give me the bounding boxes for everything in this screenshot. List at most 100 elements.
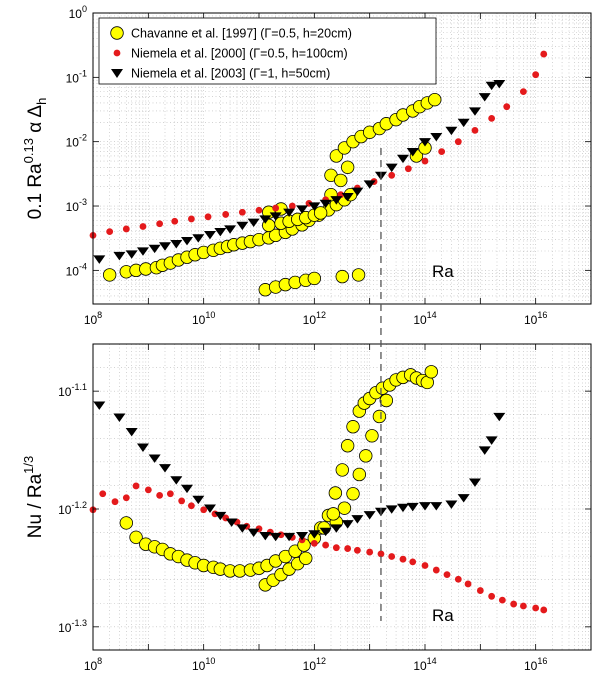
legend-entry-label: Niemela et al. [2003] (Γ=1, h=50cm) bbox=[131, 67, 330, 81]
data-point-niemela-2000 bbox=[540, 606, 548, 614]
x-tick-label: 1012 bbox=[303, 656, 326, 673]
data-point-chavanne bbox=[359, 449, 373, 463]
plot-area bbox=[93, 344, 591, 650]
data-point-niemela-2003 bbox=[225, 518, 238, 527]
data-point-niemela-2000 bbox=[178, 497, 186, 505]
data-point-niemela-2003 bbox=[247, 218, 260, 228]
data-point-niemela-2000 bbox=[366, 548, 374, 556]
data-point-niemela-2000 bbox=[488, 115, 496, 122]
y-axis-title: 0.1 Ra0.13 α Δh bbox=[21, 98, 49, 220]
data-point-niemela-2003 bbox=[113, 413, 126, 422]
data-point-niemela-2003 bbox=[148, 454, 161, 463]
data-point-niemela-2003 bbox=[493, 79, 506, 89]
y-tick-label: 100 bbox=[69, 4, 87, 21]
x-tick-label: 1010 bbox=[192, 656, 215, 673]
data-point-niemela-2000 bbox=[310, 539, 318, 547]
data-point-niemela-2003 bbox=[308, 202, 321, 211]
data-point-niemela-2003 bbox=[430, 502, 443, 511]
data-point-niemela-2000 bbox=[132, 482, 140, 490]
data-point-niemela-2003 bbox=[170, 476, 183, 485]
data-point-niemela-2003 bbox=[406, 502, 419, 512]
y-tick-label: 10-4 bbox=[66, 261, 87, 278]
data-point-niemela-2000 bbox=[519, 602, 527, 610]
data-point-niemela-2003 bbox=[296, 531, 309, 541]
data-point-niemela-2003 bbox=[308, 530, 321, 539]
data-point-chavanne bbox=[346, 420, 360, 434]
data-point-niemela-2000 bbox=[488, 592, 496, 600]
data-point-niemela-2003 bbox=[319, 527, 332, 537]
data-point-niemela-2000 bbox=[322, 541, 330, 549]
data-point-niemela-2000 bbox=[454, 575, 462, 583]
data-point-niemela-2000 bbox=[144, 486, 152, 494]
data-point-niemela-2000 bbox=[421, 562, 429, 569]
data-point-niemela-2003 bbox=[236, 221, 249, 231]
data-point-niemela-2003 bbox=[468, 107, 481, 116]
data-point-niemela-2003 bbox=[181, 484, 194, 494]
data-point-niemela-2003 bbox=[192, 495, 205, 505]
data-point-niemela-2003 bbox=[93, 401, 106, 410]
data-point-niemela-2003 bbox=[468, 478, 481, 487]
data-point-niemela-2000 bbox=[443, 571, 451, 579]
data-point-niemela-2000 bbox=[99, 490, 107, 498]
data-point-chavanne bbox=[379, 393, 394, 408]
data-point-niemela-2003 bbox=[406, 148, 419, 157]
data-point-niemela-2000 bbox=[454, 138, 462, 146]
data-point-chavanne bbox=[428, 92, 442, 107]
data-point-chavanne bbox=[326, 507, 340, 521]
data-point-chavanne bbox=[335, 269, 349, 284]
data-point-niemela-2000 bbox=[532, 604, 540, 612]
x-tick-label: 1016 bbox=[524, 310, 547, 327]
data-point-niemela-2003 bbox=[158, 242, 171, 251]
data-point-niemela-2003 bbox=[341, 520, 354, 529]
data-point-niemela-2003 bbox=[419, 138, 431, 147]
data-point-niemela-2003 bbox=[363, 511, 376, 520]
legend-box bbox=[98, 17, 437, 85]
data-point-niemela-2000 bbox=[204, 213, 212, 221]
x-tick-label: 1010 bbox=[192, 310, 215, 327]
series-triangle-down bbox=[93, 401, 506, 542]
data-point-niemela-2000 bbox=[421, 157, 429, 165]
data-point-niemela-2000 bbox=[332, 544, 340, 552]
x-tick-label: 108 bbox=[84, 656, 102, 673]
data-point-niemela-2000 bbox=[187, 215, 195, 223]
x-tick-label: 1016 bbox=[524, 656, 547, 673]
y-axis-title: Nu / Ra1/3 bbox=[21, 456, 46, 539]
data-point-niemela-2003 bbox=[319, 199, 332, 209]
data-point-chavanne bbox=[340, 160, 355, 174]
data-point-niemela-2003 bbox=[396, 154, 409, 164]
data-point-niemela-2003 bbox=[430, 132, 443, 142]
x-tick-label: 108 bbox=[84, 310, 102, 327]
series-dot bbox=[89, 50, 548, 239]
data-point-niemela-2003 bbox=[247, 528, 260, 537]
data-point-chavanne bbox=[313, 206, 328, 220]
x-tick-label: 1012 bbox=[303, 310, 326, 327]
data-point-niemela-2003 bbox=[330, 196, 343, 205]
y-tick-label: 10-1.3 bbox=[58, 618, 87, 635]
data-point-niemela-2000 bbox=[238, 208, 246, 216]
data-point-niemela-2003 bbox=[236, 524, 249, 533]
data-point-niemela-2003 bbox=[181, 237, 194, 246]
legend-marker-triangle bbox=[111, 69, 123, 78]
data-point-niemela-2000 bbox=[171, 217, 179, 225]
legend-marker-circle bbox=[110, 26, 124, 40]
data-point-niemela-2000 bbox=[122, 225, 130, 233]
data-point-niemela-2000 bbox=[404, 165, 412, 173]
data-point-niemela-2003 bbox=[125, 250, 138, 259]
data-point-niemela-2000 bbox=[399, 555, 407, 563]
series-circle bbox=[119, 365, 439, 592]
data-point-niemela-2003 bbox=[136, 443, 149, 452]
data-point-niemela-2003 bbox=[341, 193, 354, 202]
data-point-niemela-2003 bbox=[136, 247, 149, 256]
data-point-niemela-2000 bbox=[106, 228, 114, 236]
data-point-niemela-2003 bbox=[192, 234, 205, 243]
data-point-niemela-2003 bbox=[148, 244, 161, 254]
data-point-niemela-2000 bbox=[166, 490, 174, 498]
data-point-niemela-2003 bbox=[259, 531, 272, 541]
data-point-niemela-2003 bbox=[363, 180, 376, 189]
data-point-niemela-2003 bbox=[283, 532, 296, 542]
data-point-niemela-2003 bbox=[351, 187, 364, 196]
data-point-chavanne bbox=[337, 501, 352, 515]
y-tick-label: 10-2 bbox=[66, 133, 87, 150]
data-point-niemela-2003 bbox=[214, 511, 227, 521]
